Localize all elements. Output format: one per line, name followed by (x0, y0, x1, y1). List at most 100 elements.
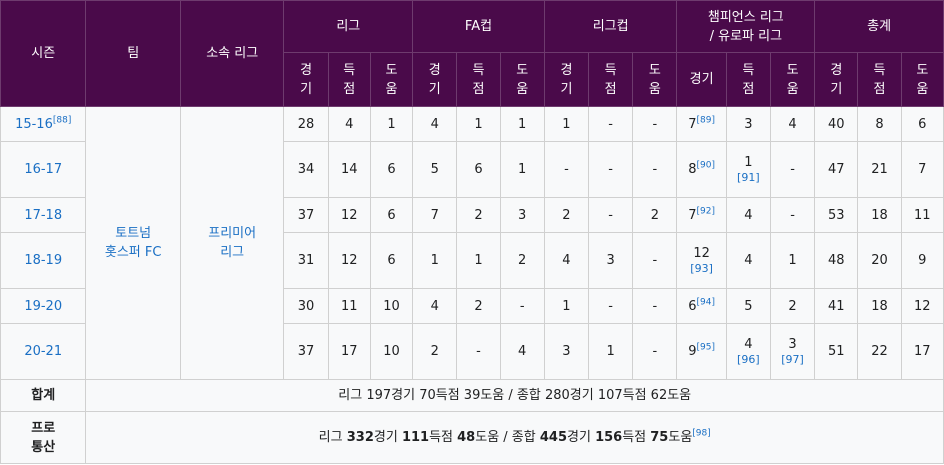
league-link-line2[interactable]: 리그 (220, 245, 245, 260)
stat-cell-lc-a: - (543, 141, 590, 198)
stat-value: 6 (918, 116, 927, 132)
stat-value: 5 (744, 298, 753, 314)
stat-cell-lc-g: 3 (588, 232, 634, 289)
stat-cell-lc-g: 1 (588, 323, 634, 380)
stat-cell-eu-a: 8[90] (676, 141, 727, 198)
stat-reference-link[interactable]: [96] (737, 353, 760, 366)
subheader-goals-text: 점 (873, 81, 886, 97)
stat-value: - (476, 344, 481, 359)
season-link[interactable]: 18-19 (24, 253, 63, 268)
stat-value: 21 (871, 162, 888, 177)
stat-value: 12 (341, 253, 358, 268)
stat-value: 2 (788, 298, 797, 314)
stat-cell-l-a: 30 (283, 288, 329, 324)
stat-value: 12 (914, 298, 931, 314)
stat-cell-l-g: 17 (327, 323, 371, 380)
season-link[interactable]: 19-20 (24, 298, 63, 314)
stat-cell-t-as: 9 (900, 232, 944, 289)
stat-cell-l-a: 37 (283, 197, 329, 233)
subheader-apps-text: 경 (830, 62, 843, 78)
subheader-assists-text: 도 (786, 62, 799, 78)
pro-reference-link[interactable]: [98] (692, 428, 711, 439)
stat-value: 3 (606, 253, 615, 268)
subheader-assists-text: 도 (516, 62, 529, 78)
total-row: 합계 리그 197경기 70득점 39도움 / 종합 280경기 107득점 6… (0, 379, 944, 412)
stat-value: 1 (562, 298, 571, 314)
subheader-assists-text: 도 (385, 62, 398, 78)
subheader-goals-text: 점 (604, 81, 617, 97)
stat-value: 2 (474, 207, 483, 223)
stat-value: 1 (518, 116, 527, 132)
stat-cell-t-g: 8 (857, 106, 902, 142)
pro-text-3: 득점 (429, 430, 458, 445)
subheader-assists-text: 움 (385, 81, 398, 97)
stat-cell-l-g: 12 (327, 197, 371, 233)
stat-reference-link[interactable]: [97] (781, 353, 804, 366)
header-league: 리그 (283, 0, 414, 53)
stat-reference-link[interactable]: [89] (696, 115, 715, 126)
league-link-line1[interactable]: 프리미어 (208, 226, 257, 241)
team-link-line1[interactable]: 토트넘 (115, 226, 152, 241)
season-cell: 17-18 (0, 197, 87, 233)
stat-value: 6 (387, 253, 396, 268)
stat-cell-eu-a: 12 [93] (676, 232, 727, 289)
season-link[interactable]: 15-16 (15, 116, 53, 132)
stat-cell-fa-a: 1 (412, 232, 458, 289)
stat-cell-eu-as: 1 (769, 232, 816, 289)
stat-cell-t-g: 18 (857, 288, 902, 324)
stat-reference-link[interactable]: [95] (696, 342, 715, 353)
stat-cell-t-a: 51 (814, 323, 859, 380)
stat-cell-lc-g: - (588, 106, 634, 142)
stat-cell-eu-as: 4 (769, 106, 816, 142)
stat-cell-fa-as: 1 (499, 141, 545, 198)
stat-cell-fa-g: 2 (456, 288, 501, 324)
stat-value: 1 (474, 253, 483, 268)
team-link-line2[interactable]: 홋스퍼 FC (104, 245, 162, 260)
stat-value: 10 (383, 298, 400, 314)
stat-value: 40 (828, 116, 845, 132)
stat-reference-link[interactable]: [90] (696, 160, 715, 171)
subheader-goals-text: 점 (472, 81, 485, 97)
subheader-assists-text: 움 (786, 81, 799, 97)
pro-value-5: 156 (595, 430, 623, 445)
season-link[interactable]: 16-17 (24, 162, 63, 177)
stat-value: 51 (828, 344, 845, 359)
stat-cell-fa-a: 4 (412, 288, 458, 324)
stat-reference-link[interactable]: [93] (690, 262, 713, 275)
stat-cell-l-a: 37 (283, 323, 329, 380)
stat-value: 2 (474, 298, 483, 314)
subheader-assists-text: 움 (648, 81, 661, 97)
stat-cell-t-a: 53 (814, 197, 859, 233)
stat-cell-eu-a: 6[94] (676, 288, 727, 324)
stat-cell-lc-as: - (632, 323, 678, 380)
table-header: 시즌 팀 소속 리그 리그 FA컵 리그컵 챔피언스 리그 / 유로파 리그 총… (0, 0, 944, 107)
table-row: 16-17 34 14 6 5 6 1- - -8[90] 1 [91] -47 21 7 (0, 141, 944, 198)
header-total: 총계 (814, 0, 944, 53)
stat-cell-t-g: 20 (857, 232, 902, 289)
stat-cell-lc-as: 2 (632, 197, 678, 233)
stat-cell-l-as: 10 (369, 288, 414, 324)
stat-cell-lc-as: - (632, 288, 678, 324)
stat-cell-lc-as: - (632, 232, 678, 289)
stat-value: 3 (562, 344, 571, 359)
stat-value: 4 (744, 253, 753, 268)
stat-reference-link[interactable]: [92] (696, 206, 715, 217)
subheader-apps-text: 기 (428, 81, 441, 97)
stat-reference-link[interactable]: [94] (696, 297, 715, 308)
table-row: 20-21 37 17 10 2-4 3 1-9[95] 4 [96] 3 [97] 51 22 17 (0, 323, 944, 380)
season-cell: 20-21 (0, 323, 87, 380)
subheader-apps-text: 경 (300, 62, 313, 78)
table-row: 19-20 30 11 10 4 2 - 1 - - 6[94] 5 2 41 18 12 (0, 288, 944, 324)
stat-value: 7 (688, 116, 697, 132)
stat-cell-l-as: 10 (369, 323, 414, 380)
season-link[interactable]: 20-21 (24, 344, 63, 359)
stat-reference-link[interactable]: [91] (737, 171, 760, 184)
season-link[interactable]: 17-18 (24, 207, 63, 223)
season-reference-link[interactable]: [88] (52, 115, 72, 126)
